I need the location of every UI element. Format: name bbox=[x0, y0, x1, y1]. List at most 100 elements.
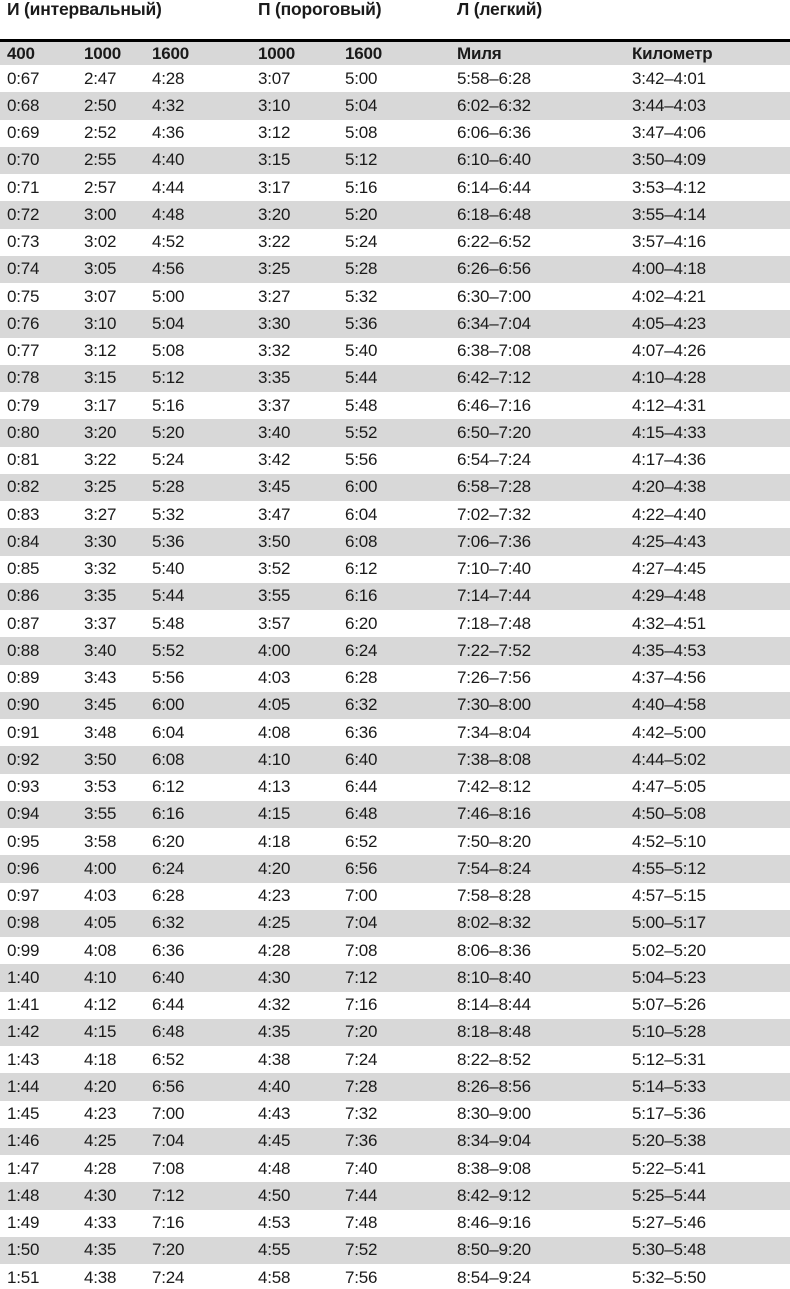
table-row: 0:68 2:50 4:32 3:10 5:04 6:02–6:32 3:44–4:03 bbox=[0, 92, 790, 120]
table-cell: 6:04 bbox=[152, 722, 185, 742]
group-header-row: И (интервальный) П (пороговый) Л (легкий… bbox=[0, 0, 790, 42]
column-header-1000-interval: 1000 bbox=[77, 40, 145, 65]
table-cell: 8:10–8:40 bbox=[457, 967, 531, 987]
table-cell: 0:94 bbox=[7, 804, 40, 824]
table-cell: 4:33 bbox=[84, 1213, 117, 1233]
table-cell: 0:70 bbox=[7, 150, 40, 170]
table-cell: 4:03 bbox=[84, 886, 117, 906]
table-cell: 6:28 bbox=[345, 668, 378, 688]
table-cell: 5:52 bbox=[152, 640, 185, 660]
table-cell: 0:84 bbox=[7, 531, 40, 551]
table-row: 0:88 3:40 5:52 4:00 6:24 7:22–7:52 4:35–4:53 bbox=[0, 637, 790, 665]
table-cell: 5:12 bbox=[152, 368, 185, 388]
table-cell: 1:45 bbox=[7, 1104, 40, 1124]
table-cell: 3:35 bbox=[258, 368, 291, 388]
table-cell: 8:22–8:52 bbox=[457, 1049, 531, 1069]
table-cell: 2:57 bbox=[84, 177, 117, 197]
table-cell: 3:22 bbox=[84, 450, 117, 470]
table-cell: 0:74 bbox=[7, 259, 40, 279]
table-cell: 6:16 bbox=[345, 586, 378, 606]
table-cell: 5:20–5:38 bbox=[632, 1131, 706, 1151]
table-cell: 1:50 bbox=[7, 1240, 40, 1260]
table-cell: 0:89 bbox=[7, 668, 40, 688]
table-row: 0:74 3:05 4:56 3:25 5:28 6:26–6:56 4:00–4:18 bbox=[0, 255, 790, 283]
table-cell: 3:53 bbox=[84, 777, 117, 797]
table-cell: 6:52 bbox=[345, 831, 378, 851]
table-cell: 0:82 bbox=[7, 477, 40, 497]
table-cell: 4:20 bbox=[258, 858, 291, 878]
table-body: 0:67 2:47 4:28 3:07 5:00 5:58–6:28 3:42–4:01 0:… bbox=[0, 65, 790, 1289]
table-cell: 0:67 bbox=[7, 68, 40, 88]
table-cell: 6:18–6:48 bbox=[457, 204, 531, 224]
table-cell: 3:10 bbox=[258, 95, 291, 115]
table-cell: 5:24 bbox=[152, 450, 185, 470]
table-cell: 7:16 bbox=[152, 1213, 185, 1233]
table-cell: 6:12 bbox=[345, 559, 378, 579]
table-cell: 6:42–7:12 bbox=[457, 368, 531, 388]
table-cell: 2:52 bbox=[84, 123, 117, 143]
column-header-row: 400 1000 1600 1000 1600 Миля Километр bbox=[0, 40, 790, 65]
table-cell: 4:00–4:18 bbox=[632, 259, 706, 279]
table-row: 0:95 3:58 6:20 4:18 6:52 7:50–8:20 4:52–5:10 bbox=[0, 828, 790, 856]
table-cell: 5:36 bbox=[345, 313, 378, 333]
table-cell: 7:44 bbox=[345, 1185, 378, 1205]
table-row: 0:78 3:15 5:12 3:35 5:44 6:42–7:12 4:10–4:28 bbox=[0, 364, 790, 392]
table-cell: 6:44 bbox=[152, 995, 185, 1015]
table-cell: 4:25 bbox=[84, 1131, 117, 1151]
table-cell: 5:17–5:36 bbox=[632, 1104, 706, 1124]
table-cell: 4:18 bbox=[258, 831, 291, 851]
column-header-1000-threshold: 1000 bbox=[251, 40, 338, 65]
table-cell: 6:48 bbox=[152, 1022, 185, 1042]
table-cell: 0:96 bbox=[7, 858, 40, 878]
table-cell: 4:10 bbox=[258, 749, 291, 769]
table-cell: 3:57–4:16 bbox=[632, 232, 706, 252]
table-cell: 7:12 bbox=[345, 967, 378, 987]
table-cell: 3:37 bbox=[84, 613, 117, 633]
table-cell: 4:03 bbox=[258, 668, 291, 688]
table-cell: 5:56 bbox=[345, 450, 378, 470]
table-cell: 4:28 bbox=[152, 68, 185, 88]
table-cell: 7:48 bbox=[345, 1213, 378, 1233]
table-cell: 5:28 bbox=[152, 477, 185, 497]
group-header-easy: Л (легкий) bbox=[450, 0, 790, 42]
table-cell: 6:50–7:20 bbox=[457, 422, 531, 442]
column-header-400: 400 bbox=[0, 40, 77, 65]
table-cell: 1:48 bbox=[7, 1185, 40, 1205]
table-cell: 7:08 bbox=[345, 940, 378, 960]
table-cell: 7:26–7:56 bbox=[457, 668, 531, 688]
table-cell: 5:16 bbox=[345, 177, 378, 197]
table-cell: 0:90 bbox=[7, 695, 40, 715]
table-cell: 3:37 bbox=[258, 395, 291, 415]
table-cell: 4:27–4:45 bbox=[632, 559, 706, 579]
table-cell: 5:44 bbox=[152, 586, 185, 606]
table-cell: 0:79 bbox=[7, 395, 40, 415]
table-row: 0:72 3:00 4:48 3:20 5:20 6:18–6:48 3:55–4:14 bbox=[0, 201, 790, 229]
table-cell: 0:81 bbox=[7, 450, 40, 470]
table-cell: 0:99 bbox=[7, 940, 40, 960]
table-row: 1:48 4:30 7:12 4:50 7:44 8:42–9:12 5:25–5:44 bbox=[0, 1182, 790, 1210]
table-cell: 4:44 bbox=[152, 177, 185, 197]
table-cell: 4:42–5:00 bbox=[632, 722, 706, 742]
table-cell: 6:16 bbox=[152, 804, 185, 824]
table-cell: 4:15 bbox=[258, 804, 291, 824]
column-header-mile: Миля bbox=[450, 40, 625, 65]
table-row: 0:93 3:53 6:12 4:13 6:44 7:42–8:12 4:47–5:05 bbox=[0, 773, 790, 801]
table-cell: 4:00 bbox=[258, 640, 291, 660]
table-cell: 1:49 bbox=[7, 1213, 40, 1233]
table-cell: 7:28 bbox=[345, 1076, 378, 1096]
table-row: 1:42 4:15 6:48 4:35 7:20 8:18–8:48 5:10–5:28 bbox=[0, 1018, 790, 1046]
table-cell: 4:48 bbox=[258, 1158, 291, 1178]
table-cell: 8:02–8:32 bbox=[457, 913, 531, 933]
table-row: 0:75 3:07 5:00 3:27 5:32 6:30–7:00 4:02–4:21 bbox=[0, 283, 790, 311]
table-row: 1:45 4:23 7:00 4:43 7:32 8:30–9:00 5:17–5:36 bbox=[0, 1100, 790, 1128]
table-cell: 3:45 bbox=[84, 695, 117, 715]
table-cell: 3:55 bbox=[258, 586, 291, 606]
table-cell: 4:15–4:33 bbox=[632, 422, 706, 442]
table-cell: 0:73 bbox=[7, 232, 40, 252]
table-cell: 7:56 bbox=[345, 1267, 378, 1287]
table-row: 0:80 3:20 5:20 3:40 5:52 6:50–7:20 4:15–4:33 bbox=[0, 419, 790, 447]
table-cell: 0:83 bbox=[7, 504, 40, 524]
table-cell: 8:46–9:16 bbox=[457, 1213, 531, 1233]
table-cell: 7:46–8:16 bbox=[457, 804, 531, 824]
table-cell: 3:22 bbox=[258, 232, 291, 252]
